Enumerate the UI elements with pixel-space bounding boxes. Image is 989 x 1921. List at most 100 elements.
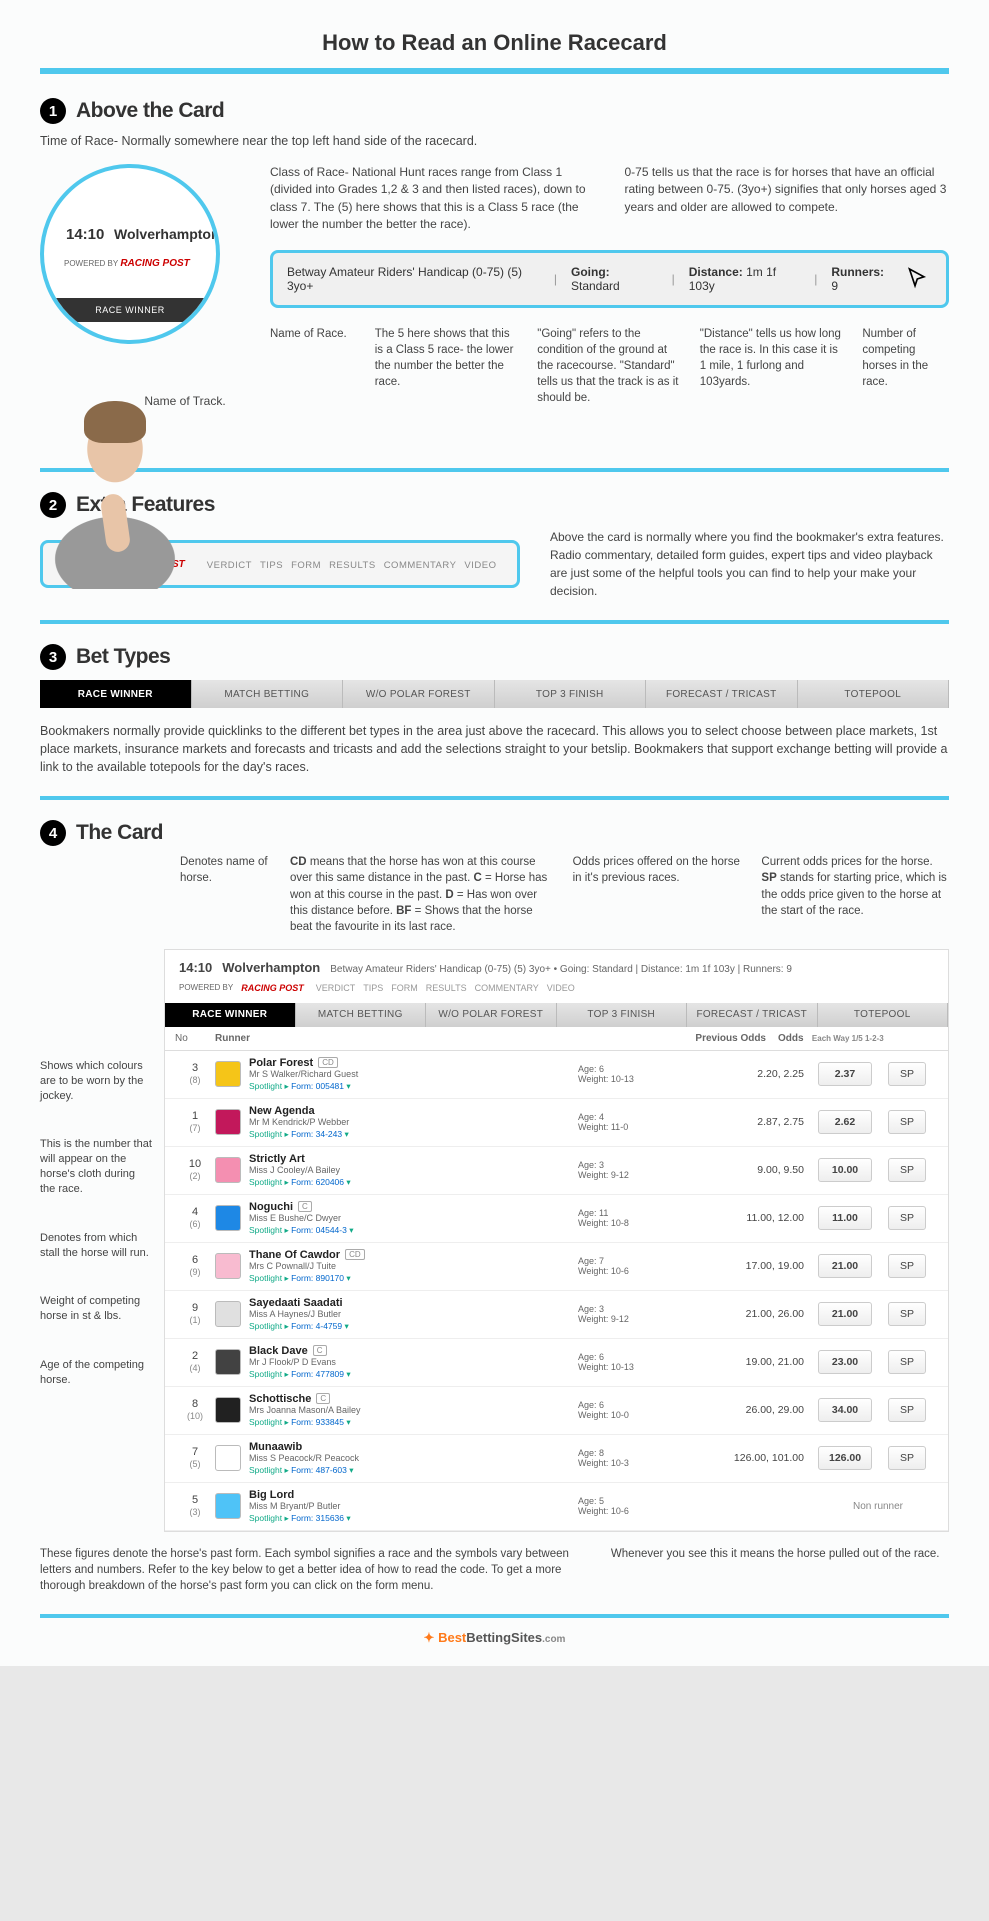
horse-name[interactable]: Black Dave C	[249, 1345, 578, 1357]
section4-head: 4 The Card	[40, 820, 949, 846]
feature-tab[interactable]: TIPS	[359, 983, 387, 993]
feature-tab[interactable]: RESULTS	[422, 983, 471, 993]
sp-button[interactable]: SP	[888, 1062, 926, 1086]
sp-button[interactable]: SP	[888, 1110, 926, 1134]
horse-name[interactable]: Strictly Art	[249, 1153, 578, 1165]
spotlight-link[interactable]: Spotlight ▸ Form: 4-4759 ▾	[249, 1321, 578, 1332]
previous-odds: 2.87, 2.75	[708, 1116, 818, 1128]
spotlight-link[interactable]: Spotlight ▸ Form: 487-603 ▾	[249, 1465, 578, 1476]
horse-name[interactable]: Big Lord	[249, 1489, 578, 1501]
table-row: 8(10) Schottische C Mrs Joanna Mason/A B…	[165, 1387, 948, 1435]
form-badge: CD	[345, 1249, 365, 1260]
form-badge: C	[316, 1393, 330, 1404]
horse-name[interactable]: New Agenda	[249, 1105, 578, 1117]
odds-button[interactable]: 126.00	[818, 1446, 872, 1470]
feature-tab[interactable]: VIDEO	[543, 983, 579, 993]
sp-button[interactable]: SP	[888, 1206, 926, 1230]
odds-button[interactable]: 21.00	[818, 1302, 872, 1326]
spotlight-link[interactable]: Spotlight ▸ Form: 04544-3 ▾	[249, 1225, 578, 1236]
bet-tab[interactable]: MATCH BETTING	[296, 1003, 427, 1027]
feature-tab[interactable]: VIDEO	[460, 560, 500, 571]
bet-tab[interactable]: TOTEPOOL	[798, 680, 950, 708]
s3-text: Bookmakers normally provide quicklinks t…	[40, 722, 949, 776]
runner-number: 6(9)	[175, 1254, 215, 1278]
previous-odds: 19.00, 21.00	[708, 1356, 818, 1368]
sp-button[interactable]: SP	[888, 1254, 926, 1278]
table-row: 10(2) Strictly Art Miss J Cooley/A Baile…	[165, 1147, 948, 1195]
odds-button[interactable]: 11.00	[818, 1206, 872, 1230]
note-age: Age of the competing horse.	[40, 1358, 152, 1388]
sp-button[interactable]: SP	[888, 1350, 926, 1374]
jockey-trainer: Miss J Cooley/A Bailey	[249, 1165, 578, 1175]
odds-button[interactable]: 21.00	[818, 1254, 872, 1278]
bet-tab[interactable]: FORECAST / TRICAST	[646, 680, 798, 708]
runner-number: 5(3)	[175, 1494, 215, 1518]
feature-tab[interactable]: COMMENTARY	[471, 983, 543, 993]
spotlight-link[interactable]: Spotlight ▸ Form: 890170 ▾	[249, 1273, 578, 1284]
s2-text: Above the card is normally where you fin…	[550, 528, 949, 600]
feature-tab[interactable]: VERDICT	[312, 983, 360, 993]
odds-button[interactable]: 2.37	[818, 1062, 872, 1086]
card-track: Wolverhampton	[222, 960, 320, 975]
previous-odds: 11.00, 12.00	[708, 1212, 818, 1224]
non-runner-label: Non runner	[818, 1501, 938, 1512]
note-horse-name: Denotes name of horse.	[180, 854, 270, 934]
table-row: 5(3) Big Lord Miss M Bryant/P Butler Spo…	[165, 1483, 948, 1531]
bet-tab[interactable]: MATCH BETTING	[192, 680, 344, 708]
feature-tab[interactable]: FORM	[387, 983, 422, 993]
horse-name[interactable]: Schottische C	[249, 1393, 578, 1405]
spotlight-link[interactable]: Spotlight ▸ Form: 34-243 ▾	[249, 1129, 578, 1140]
bet-tab[interactable]: RACE WINNER	[165, 1003, 296, 1027]
feature-tab[interactable]: VERDICT	[203, 560, 256, 571]
bet-tab[interactable]: W/O POLAR FOREST	[343, 680, 495, 708]
spotlight-link[interactable]: Spotlight ▸ Form: 620406 ▾	[249, 1177, 578, 1188]
spotlight-link[interactable]: Spotlight ▸ Form: 005481 ▾	[249, 1081, 578, 1092]
runner-number: 8(10)	[175, 1398, 215, 1422]
card-powered: POWERED BY RACING POST VERDICTTIPSFORMRE…	[179, 983, 934, 993]
horse-name[interactable]: Noguchi C	[249, 1201, 578, 1213]
note-form: These figures denote the horse's past fo…	[40, 1546, 581, 1594]
horse-name[interactable]: Polar Forest CD	[249, 1057, 578, 1069]
odds-button[interactable]: 10.00	[818, 1158, 872, 1182]
note-going: "Going" refers to the condition of the g…	[537, 326, 682, 406]
runner-number: 4(6)	[175, 1206, 215, 1230]
spotlight-link[interactable]: Spotlight ▸ Form: 933845 ▾	[249, 1417, 578, 1428]
bet-tab[interactable]: TOTEPOOL	[818, 1003, 949, 1027]
bet-tab[interactable]: W/O POLAR FOREST	[426, 1003, 557, 1027]
bubble-time: 14:10	[66, 226, 104, 243]
runner-number: 7(5)	[175, 1446, 215, 1470]
cursor-icon	[905, 265, 932, 293]
race-info-bar: Betway Amateur Riders' Handicap (0-75) (…	[270, 250, 949, 308]
horse-name[interactable]: Thane Of Cawdor CD	[249, 1249, 578, 1261]
spotlight-link[interactable]: Spotlight ▸ Form: 477809 ▾	[249, 1369, 578, 1380]
age-weight: Age: 4Weight: 11-0	[578, 1112, 708, 1132]
odds-button[interactable]: 2.62	[818, 1110, 872, 1134]
sp-button[interactable]: SP	[888, 1446, 926, 1470]
horse-name[interactable]: Munaawib	[249, 1441, 578, 1453]
s1-class-text: Class of Race- National Hunt races range…	[270, 164, 595, 234]
sp-button[interactable]: SP	[888, 1158, 926, 1182]
odds-button[interactable]: 23.00	[818, 1350, 872, 1374]
section1-head: 1 Above the Card	[40, 98, 949, 124]
sp-button[interactable]: SP	[888, 1302, 926, 1326]
sp-button[interactable]: SP	[888, 1398, 926, 1422]
feature-tab[interactable]: RESULTS	[325, 560, 380, 571]
bet-tab[interactable]: FORECAST / TRICAST	[687, 1003, 818, 1027]
odds-button[interactable]: 34.00	[818, 1398, 872, 1422]
note-stall: Denotes from which stall the horse will …	[40, 1231, 152, 1261]
feature-tab[interactable]: FORM	[287, 560, 325, 571]
spotlight-link[interactable]: Spotlight ▸ Form: 315636 ▾	[249, 1513, 578, 1524]
card-time: 14:10	[179, 960, 212, 975]
person-illustration	[30, 389, 200, 589]
bet-tab[interactable]: RACE WINNER	[40, 680, 192, 708]
jockey-trainer: Mrs C Pownall/J Tuite	[249, 1261, 578, 1271]
race-name: Betway Amateur Riders' Handicap (0-75) (…	[287, 265, 540, 293]
silk-icon	[215, 1109, 241, 1135]
bet-tab[interactable]: TOP 3 FINISH	[495, 680, 647, 708]
horse-name[interactable]: Sayedaati Saadati	[249, 1297, 578, 1309]
bet-tab[interactable]: TOP 3 FINISH	[557, 1003, 688, 1027]
feature-tab[interactable]: COMMENTARY	[380, 560, 461, 571]
th-prev: Previous Odds	[658, 1033, 778, 1044]
feature-tab[interactable]: TIPS	[256, 560, 287, 571]
note-weight: Weight of competing horse in st & lbs.	[40, 1294, 152, 1324]
